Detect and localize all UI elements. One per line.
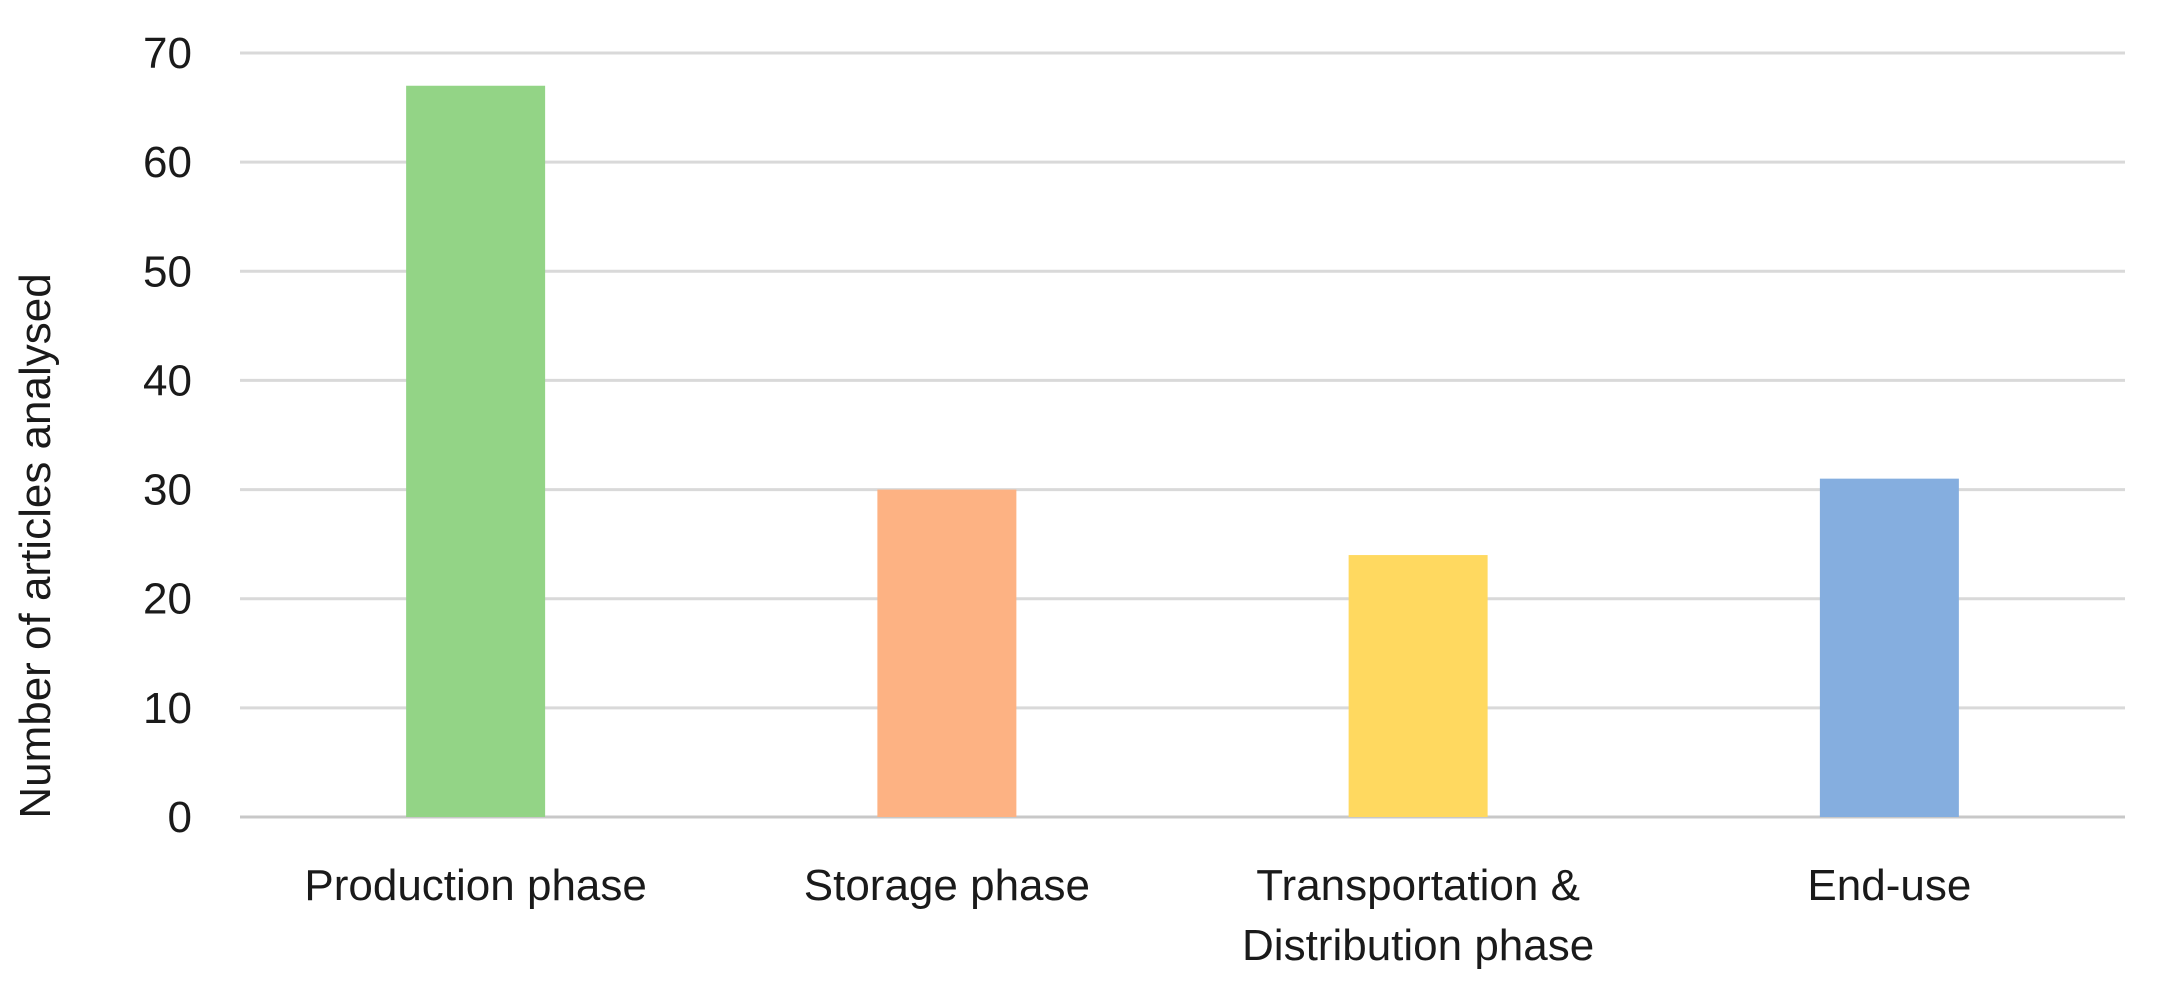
y-tick-label: 10: [143, 684, 192, 733]
x-category-label: Storage phase: [804, 861, 1090, 910]
x-category-label: Distribution phase: [1242, 921, 1594, 970]
x-category-label: Production phase: [304, 861, 646, 910]
y-tick-labels: 0 10 20 30 40 50 60 70: [143, 29, 192, 842]
bar: [877, 489, 1017, 817]
y-axis-title: Number of articles analysed: [11, 273, 60, 818]
y-tick-label: 30: [143, 466, 192, 515]
y-tick-label: 20: [143, 575, 192, 624]
y-tick-label: 50: [143, 247, 192, 296]
bars: [406, 85, 1959, 817]
y-tick-label: 40: [143, 356, 192, 405]
y-tick-label: 0: [168, 793, 192, 842]
y-tick-label: 70: [143, 29, 192, 78]
bar: [1348, 555, 1488, 817]
gridlines: [240, 51, 2125, 819]
x-category-labels: Production phase Storage phase Transportat…: [304, 861, 1971, 970]
x-category-label: End-use: [1807, 861, 1971, 910]
bar: [1819, 478, 1959, 817]
y-tick-label: 60: [143, 138, 192, 187]
bar: [406, 85, 546, 817]
x-category-label: Transportation &: [1256, 861, 1580, 910]
